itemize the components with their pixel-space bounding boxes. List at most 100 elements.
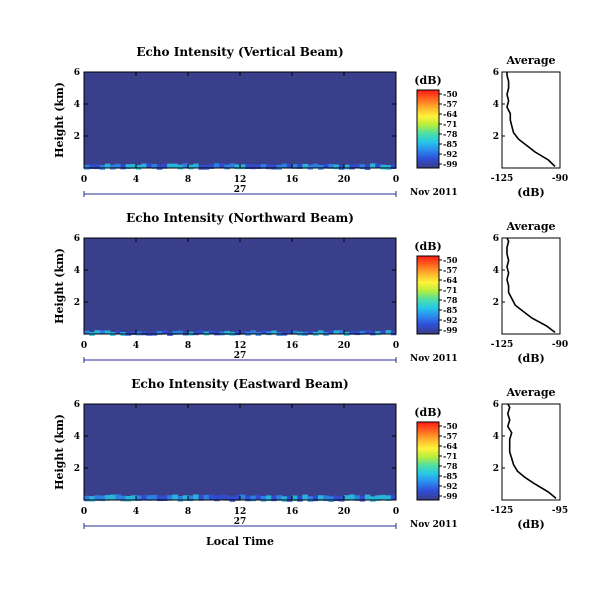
average-x-tick-label: -125 [491, 340, 514, 350]
echo-cell [250, 164, 256, 170]
colorbar-swatch [417, 283, 439, 286]
echo-cell [84, 164, 90, 170]
echo-cell [359, 164, 366, 170]
colorbar-swatch [417, 425, 439, 429]
x-tick-label: 20 [338, 507, 351, 517]
echo-cell [354, 331, 360, 336]
date-month-year: Nov 2011 [410, 354, 458, 364]
echo-cell [146, 495, 152, 501]
colorbar-swatch [417, 117, 439, 120]
echo-cell [130, 495, 137, 501]
echo-cell [255, 494, 262, 501]
panel-title: Echo Intensity (Northward Beam) [126, 211, 354, 225]
echo-cell [214, 163, 220, 168]
colorbar-swatch [417, 476, 439, 480]
echo-cell [229, 163, 236, 169]
colorbar-swatch [417, 134, 439, 138]
echo-cell [333, 164, 340, 170]
colorbar-swatch [417, 162, 439, 165]
echo-cell [104, 163, 111, 169]
colorbar-swatch [417, 427, 439, 431]
average-x-label: (dB) [517, 186, 544, 199]
echo-cell [167, 163, 173, 169]
x-tick-label: 16 [286, 341, 299, 351]
colorbar-swatch [417, 296, 439, 300]
echo-cell [136, 495, 142, 501]
colorbar-swatch [417, 496, 439, 499]
colorbar-swatch [417, 310, 439, 314]
average-x-tick-label: -90 [552, 174, 568, 184]
colorbar-swatch [417, 265, 439, 269]
average-y-tick-label: 4 [493, 432, 499, 442]
colorbar-swatch [417, 457, 439, 460]
colorbar-swatch [417, 281, 439, 284]
echo-cell [281, 496, 288, 502]
colorbar-swatch [417, 99, 439, 103]
date-month-year: Nov 2011 [410, 188, 458, 198]
echo-cell [214, 495, 220, 502]
echo-cell [359, 496, 366, 502]
colorbar-tick-label: -50 [443, 421, 458, 431]
echo-cell [276, 164, 282, 170]
colorbar-swatch [417, 90, 439, 93]
echo-cell [136, 164, 142, 170]
colorbar-swatch [417, 433, 439, 437]
panel-2: Echo Intensity (Eastward Beam) 6 4 2 Height … [53, 377, 568, 548]
echo-cell [167, 495, 173, 501]
average-y-tick-label: 6 [493, 400, 499, 410]
date-day: 27 [234, 517, 247, 527]
colorbar-swatch [417, 166, 439, 169]
average-frame [501, 71, 561, 169]
echo-cell [162, 330, 168, 335]
colorbar-swatch [417, 431, 439, 435]
colorbar-swatch [417, 115, 439, 118]
colorbar-swatch [417, 289, 439, 292]
echo-cell [250, 330, 256, 335]
echo-cell [349, 164, 355, 170]
echo-cell [286, 163, 293, 169]
echo-cell [188, 164, 194, 170]
echo-cell [224, 330, 230, 335]
colorbar-swatch [417, 459, 439, 462]
colorbar-swatch [417, 257, 439, 261]
x-tick-label: 0 [393, 507, 399, 517]
colorbar-tick-label: -57 [443, 431, 457, 441]
colorbar-swatch [417, 269, 439, 273]
colorbar-tick-label: -64 [443, 275, 458, 285]
echo-cell [172, 163, 178, 169]
x-tick-label: 4 [133, 175, 139, 185]
echo-cell [338, 496, 345, 502]
y-axis-label: Height (km) [53, 82, 66, 158]
colorbar-tick-label: -50 [443, 255, 458, 265]
colorbar-swatch [417, 277, 439, 280]
colorbar-swatch [417, 316, 439, 319]
echo-cell [193, 163, 199, 169]
colorbar-swatch [417, 464, 439, 468]
echo-cell [141, 331, 147, 336]
echo-cell [182, 163, 189, 169]
colorbar-swatch [417, 439, 439, 442]
colorbar-tick-label: -92 [443, 149, 457, 159]
colorbar-swatch [417, 429, 439, 433]
echo-cell [125, 164, 132, 169]
echo-cell [333, 330, 340, 335]
colorbar-swatch [417, 154, 439, 157]
colorbar-swatch [417, 150, 439, 153]
colorbar-swatch [417, 156, 439, 159]
echo-cell [338, 165, 345, 170]
echo-cell [266, 164, 272, 170]
average-x-tick-label: -95 [552, 506, 568, 516]
colorbar-tick-label: -85 [443, 139, 457, 149]
echo-cell [250, 495, 256, 502]
colorbar-swatch [417, 279, 439, 282]
average-y-tick-label: 6 [493, 68, 499, 78]
echo-cell [177, 496, 184, 502]
panel-title: Echo Intensity (Eastward Beam) [131, 377, 348, 391]
echo-cell [245, 495, 251, 502]
colorbar-swatch [417, 441, 439, 444]
average-y-tick-label: 2 [493, 298, 499, 308]
colorbar-swatch [417, 461, 439, 464]
colorbar-swatch [417, 144, 439, 148]
echo-cell [297, 164, 303, 169]
heatmap-background [84, 72, 396, 168]
